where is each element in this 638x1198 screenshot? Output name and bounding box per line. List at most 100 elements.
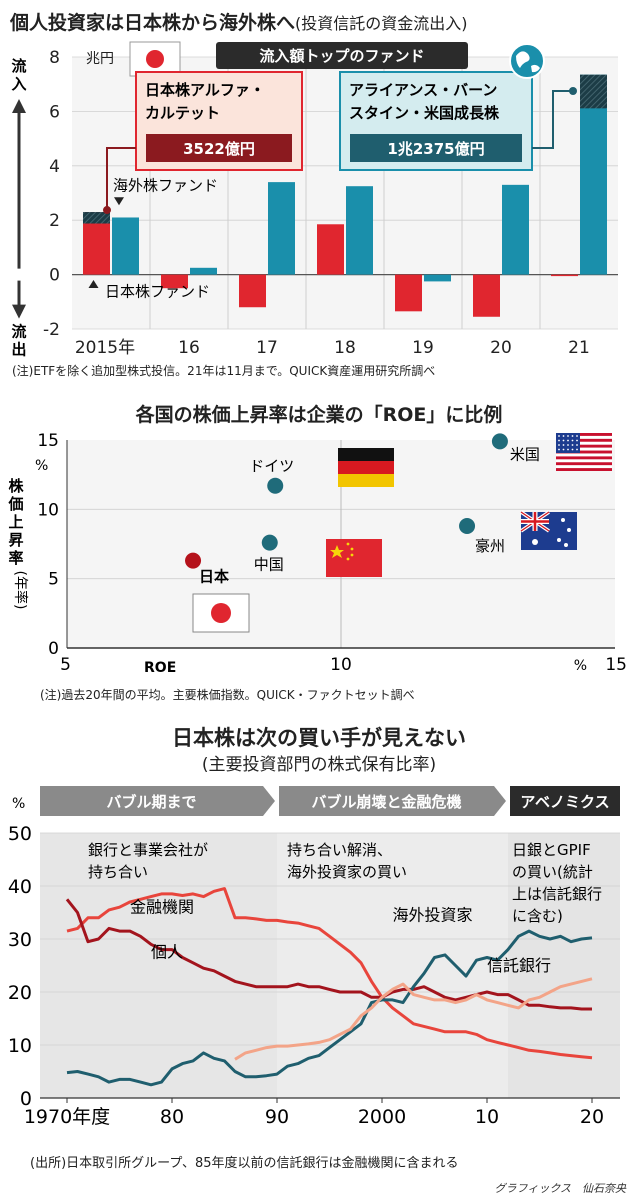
point-中国 — [261, 534, 278, 551]
era-label: バブル期まで — [106, 793, 196, 811]
roe-title: 各国の株価上昇率は企業の「ROE」に比例 — [135, 404, 503, 426]
roe-panel: 各国の株価上昇率は企業の「ROE」に比例 0 5 10 15 5 10 15%% ROE 株価上… — [0, 392, 638, 710]
era-note: に含む) — [512, 907, 563, 925]
era-note: 持ち合い解消、 — [287, 841, 392, 859]
australia-flag-star — [564, 543, 568, 547]
us-flag-star — [558, 435, 560, 437]
ownership-subtitle: (主要投資部門の株式保有比率) — [201, 755, 437, 775]
point-label-豪州: 豪州 — [475, 537, 505, 555]
bar-japan-18 — [317, 224, 344, 275]
us-flag-star — [562, 435, 565, 437]
us-flag-stripe — [556, 450, 612, 454]
us-flag-star — [576, 435, 578, 437]
era-shade — [40, 833, 277, 1098]
scatter-y-tick: 5 — [48, 570, 59, 590]
us-flag-star — [576, 448, 578, 451]
era-label: アベノミクス — [520, 793, 609, 811]
fund-flow-panel: 個人投資家は日本株から海外株へ(投資信託の資金流出入) -2 0 2 4 6 8 兆円流入流… — [0, 0, 638, 390]
ownership-note: (出所)日本取引所グループ、85年度以前の信託銀行は金融機関に含まれる — [30, 1156, 459, 1171]
us-flag-star — [562, 444, 565, 446]
bar-foreign-19 — [424, 274, 451, 282]
outflow-label: 流 — [11, 323, 26, 341]
point-label-米国: 米国 — [510, 445, 540, 463]
line-x-tick: 10 — [475, 1106, 499, 1128]
roe-note: (注)過去20年間の平均。主要株価指数。QUICK・ファクトセット調べ — [40, 688, 415, 702]
scatter-y-label: 率 — [8, 549, 23, 567]
callout-foreign-name-2: スタイン・米国成長株 — [349, 104, 500, 122]
germany-flag-red — [338, 461, 394, 474]
australia-union-cross-red — [521, 512, 549, 531]
germany-flag-gold — [338, 474, 394, 487]
line-y-tick: 0 — [20, 1088, 32, 1110]
callout-header-bg — [216, 42, 468, 69]
japan-flag-small-disc — [146, 50, 164, 68]
germany-flag-black — [338, 448, 394, 461]
x-tick-label: 2015年 — [75, 338, 135, 358]
y-tick-label: 6 — [49, 102, 60, 122]
fund-flow-title: 個人投資家は日本株から海外株へ(投資信託の資金流出入) — [10, 12, 468, 34]
us-flag-star — [571, 444, 574, 446]
line-x-tick: 90 — [265, 1106, 289, 1128]
hatch-foreign-top — [580, 74, 607, 109]
credit: グラフィックス 仙石奈央 — [494, 1182, 626, 1195]
y-tick-label: 2 — [49, 211, 60, 231]
line-y-tick: 40 — [8, 876, 32, 898]
x-tick-label: 19 — [412, 338, 434, 358]
callout-japan-name-1: 日本株アルファ・ — [145, 81, 265, 99]
callout-header: 流入額トップのファンド — [259, 47, 424, 65]
us-flag-star — [558, 439, 560, 442]
us-flag-star — [571, 435, 574, 437]
x-tick-label: 16 — [178, 338, 200, 358]
series-label-foreign: 海外株ファンド — [113, 176, 218, 194]
australia-flag-star — [567, 528, 571, 532]
era-label: バブル崩壊と金融危機 — [311, 793, 461, 811]
era-band — [40, 786, 275, 816]
us-flag-star — [558, 448, 560, 451]
us-flag-star — [576, 439, 578, 442]
callout-japan-dot — [103, 206, 111, 215]
bar-foreign-17 — [268, 182, 295, 275]
era-note: 日銀とGPIF — [512, 841, 591, 859]
scatter-y-tick: 10 — [37, 500, 59, 520]
bar-japan-17 — [239, 274, 266, 308]
us-flag-star — [558, 444, 560, 446]
point-label-中国: 中国 — [254, 556, 284, 574]
point-豪州 — [459, 517, 476, 534]
series-label-japan: 日本株ファンド — [105, 282, 210, 300]
bar-japan-21 — [551, 274, 578, 277]
china-flag — [326, 539, 382, 577]
line-信託銀行 — [234, 977, 593, 1061]
inflow-label: 流 — [11, 57, 26, 75]
era-note: の買い(統計 — [512, 863, 593, 881]
line-label-信託銀行: 信託銀行 — [487, 956, 551, 975]
australia-flag-star — [557, 538, 561, 542]
era-band — [510, 786, 620, 816]
china-flag-small-star — [346, 542, 350, 546]
line-label-個人: 個人 — [151, 943, 183, 962]
callout-foreign-value-bg — [350, 134, 522, 162]
callout-foreign-leader — [532, 90, 573, 149]
us-flag-star — [562, 439, 565, 442]
hatch-japan-top — [83, 212, 110, 224]
australia-flag-star — [532, 539, 538, 545]
bar-japan-20 — [473, 274, 500, 317]
ownership-title: 日本株は次の買い手が見えない — [172, 726, 466, 750]
china-flag-small-star — [350, 547, 354, 551]
bar-foreign-18 — [346, 186, 373, 275]
callout-japan-leader — [106, 147, 136, 211]
line-海外投資家 — [66, 929, 593, 1087]
us-flag-star — [571, 448, 574, 451]
x-tick-label: 21 — [568, 338, 590, 358]
era-band — [279, 786, 506, 816]
us-flag-stripe — [556, 444, 612, 448]
us-flag-star — [567, 448, 569, 451]
us-flag-star — [571, 439, 574, 442]
callout-foreign-value: 1兆2375億円 — [387, 140, 484, 158]
line-y-tick: 20 — [8, 982, 32, 1004]
era-note: 上は信託銀行 — [512, 885, 602, 903]
bar-japan-16 — [161, 274, 188, 289]
line-y-tick: 10 — [8, 1035, 32, 1057]
china-flag-star — [330, 545, 344, 558]
